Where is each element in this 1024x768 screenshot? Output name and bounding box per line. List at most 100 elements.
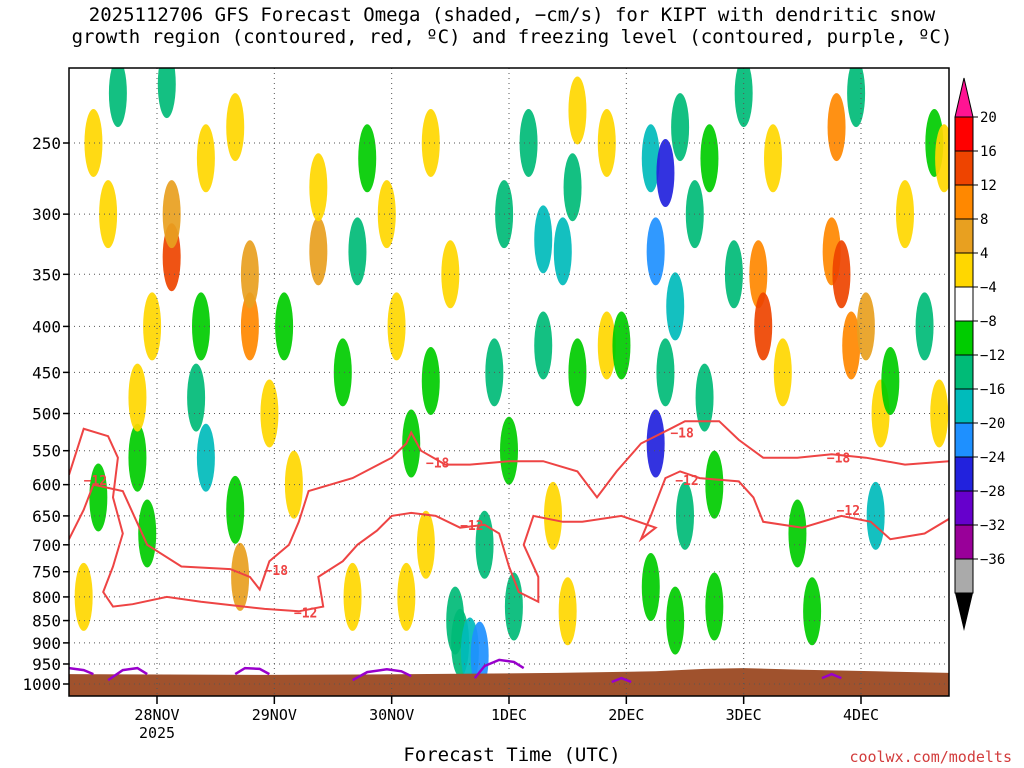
omega-cell bbox=[343, 562, 362, 631]
y-tick-label: 850 bbox=[32, 612, 61, 631]
contour-lines: −12 −18 −12 −18 −12 −18 −12 −18 −12 bbox=[69, 420, 949, 684]
omega-cell bbox=[534, 205, 553, 274]
omega-cell bbox=[568, 338, 587, 407]
omega-cell bbox=[226, 475, 245, 544]
omega-cell bbox=[519, 109, 538, 177]
omega-cell bbox=[568, 76, 587, 145]
dgz-contour-label: −18 bbox=[265, 564, 289, 579]
colorbar-swatch bbox=[954, 184, 974, 220]
colorbar-swatch bbox=[954, 116, 974, 152]
colorbar-swatch bbox=[954, 252, 974, 288]
x-tick-label: 4DEC bbox=[843, 706, 879, 724]
y-tick-label: 700 bbox=[32, 536, 61, 555]
dgz-contour-label: −12 bbox=[84, 474, 107, 489]
y-tick-label: 300 bbox=[32, 205, 61, 224]
omega-cell bbox=[348, 217, 367, 286]
colorbar-label: 8 bbox=[980, 212, 988, 228]
omega-cell bbox=[646, 217, 665, 286]
freezing-level-contour bbox=[473, 658, 525, 679]
colorbar-label: −36 bbox=[980, 552, 1005, 568]
x-tick-label: 3DEC bbox=[726, 706, 762, 724]
colorbar-swatch bbox=[954, 524, 974, 560]
colorbar-label: 20 bbox=[980, 110, 997, 126]
omega-cell bbox=[441, 240, 460, 309]
omega-cell bbox=[764, 124, 782, 193]
terrain-fill bbox=[69, 668, 949, 696]
omega-cell bbox=[309, 217, 328, 286]
omega-cell bbox=[397, 562, 416, 631]
omega-cell bbox=[99, 180, 118, 249]
omega-cell bbox=[612, 311, 631, 380]
x-tick-sublabel: 2025 bbox=[139, 724, 175, 742]
colorbar-swatch bbox=[954, 388, 974, 424]
colorbar-top-arrow bbox=[954, 77, 974, 118]
y-axis: 250 300 350 400 450 500 550 600 650 700 750 800 850 9… bbox=[22, 134, 69, 694]
freezing-level-contour bbox=[821, 672, 842, 680]
y-tick-label: 1000 bbox=[22, 675, 61, 694]
colorbar-label: 16 bbox=[980, 144, 997, 160]
chart-title-line1: 2025112706 GFS Forecast Omega (shaded, −… bbox=[88, 4, 936, 26]
omega-cell bbox=[128, 363, 147, 432]
y-tick-label: 500 bbox=[32, 405, 61, 424]
colorbar-label: −32 bbox=[980, 518, 1005, 534]
omega-cell bbox=[89, 463, 108, 532]
omega-cell bbox=[196, 423, 215, 492]
colorbar-swatch bbox=[954, 354, 974, 390]
chart-title: 2025112706 GFS Forecast Omega (shaded, −… bbox=[0, 4, 1024, 48]
dgz-contour-label: −12 bbox=[294, 607, 317, 622]
freezing-level-contour bbox=[107, 666, 148, 682]
omega-cell bbox=[84, 109, 103, 177]
omega-cell bbox=[534, 311, 553, 380]
omega-cell bbox=[842, 311, 861, 380]
y-tick-label: 750 bbox=[32, 563, 61, 582]
terrain-area bbox=[69, 668, 949, 696]
colorbar-label: −12 bbox=[980, 348, 1005, 364]
omega-cell bbox=[377, 180, 396, 249]
colorbar-swatch bbox=[954, 218, 974, 254]
omega-cell bbox=[504, 572, 523, 641]
dgz-contour-label: −12 bbox=[837, 504, 860, 519]
omega-cell bbox=[695, 363, 714, 432]
y-tick-label: 950 bbox=[32, 655, 61, 674]
y-tick-label: 450 bbox=[32, 363, 61, 382]
omega-cell bbox=[108, 68, 127, 128]
colorbar-label: −8 bbox=[980, 314, 997, 330]
omega-cell bbox=[226, 93, 245, 162]
chart-title-line2: growth region (contoured, red, ºC) and f… bbox=[71, 26, 953, 48]
y-tick-label: 250 bbox=[32, 134, 61, 153]
omega-cell bbox=[749, 240, 768, 309]
omega-cell bbox=[558, 577, 577, 646]
x-tick-label: 1DEC bbox=[491, 706, 527, 724]
dgz-contour-label: −12 bbox=[675, 474, 698, 489]
omega-cell bbox=[788, 499, 807, 568]
source-credit: coolwx.com/modelts bbox=[849, 748, 1012, 766]
omega-cell bbox=[470, 621, 489, 690]
omega-shading bbox=[74, 68, 949, 690]
omega-cell bbox=[773, 338, 792, 407]
omega-cell bbox=[896, 180, 914, 249]
omega-cell bbox=[676, 481, 694, 550]
omega-cell bbox=[553, 217, 572, 286]
omega-cell bbox=[157, 68, 176, 119]
omega-cell bbox=[143, 292, 162, 361]
omega-cell bbox=[196, 124, 215, 193]
y-tick-label: 550 bbox=[32, 442, 61, 461]
y-tick-label: 650 bbox=[32, 507, 61, 526]
omega-cell bbox=[641, 553, 660, 622]
omega-cell bbox=[544, 481, 562, 550]
dgz-contour-label: −18 bbox=[827, 452, 851, 467]
dgz-contour-line bbox=[69, 427, 949, 613]
omega-cell bbox=[724, 240, 743, 309]
omega-cell bbox=[128, 423, 147, 492]
colorbar-label: 4 bbox=[980, 246, 988, 262]
x-tick-label: 28NOV bbox=[134, 706, 179, 724]
omega-cell bbox=[563, 153, 582, 222]
omega-cell bbox=[666, 586, 685, 655]
omega-cell bbox=[387, 292, 406, 361]
omega-cell bbox=[402, 409, 421, 478]
colorbar-swatch bbox=[954, 286, 974, 322]
omega-cell bbox=[421, 346, 440, 415]
omega-cell bbox=[656, 338, 675, 407]
